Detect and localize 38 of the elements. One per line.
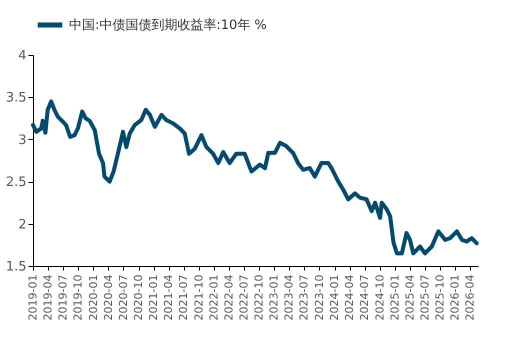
x-tick-label: 2019-01 xyxy=(26,274,40,320)
legend-label: 中国:中债国债到期收益率:10年 % xyxy=(69,17,267,33)
x-tick-label: 2023-01 xyxy=(268,274,281,320)
x-tick-label: 2022-07 xyxy=(237,274,250,320)
line-series xyxy=(31,99,479,256)
x-tick-label: 2024-04 xyxy=(343,274,356,320)
x-tick-label: 2022-10 xyxy=(252,274,266,320)
x-tick-label: 2019-04 xyxy=(41,274,54,320)
x-tick-label: 2024-07 xyxy=(358,274,372,320)
x-tick-label: 2026-04 xyxy=(464,274,477,320)
x-tick-label: 2026-01 xyxy=(448,274,462,320)
y-tick-label: 2 xyxy=(18,217,26,232)
x-tick-label: 2020-10 xyxy=(132,274,146,320)
x-tick-label: 2019-10 xyxy=(72,274,85,320)
x-tick-label: 2025-01 xyxy=(388,274,402,320)
x-tick-label: 2021-04 xyxy=(162,274,176,320)
x-tick-label: 2021-10 xyxy=(192,274,206,320)
y-tick-label: 1.5 xyxy=(6,260,26,274)
y-tick-label: 4 xyxy=(18,48,26,64)
y-tick-label: 2.5 xyxy=(6,175,26,190)
x-tick-label: 2024-10 xyxy=(373,274,386,320)
x-tick-label: 2023-04 xyxy=(282,274,296,320)
x-tick-label: 2020-01 xyxy=(86,274,100,320)
x-tick-label: 2021-07 xyxy=(177,274,190,320)
x-tick-label: 2024-01 xyxy=(328,274,342,320)
x-tick-label: 2023-07 xyxy=(298,274,311,320)
x-tick-label: 2020-07 xyxy=(116,274,130,320)
x-tick-label: 2025-10 xyxy=(434,274,447,320)
x-tick-label: 2022-01 xyxy=(207,274,220,320)
x-tick-label: 2021-01 xyxy=(147,274,160,320)
y-tick-label: 3.5 xyxy=(6,90,26,106)
x-tick-label: 2023-10 xyxy=(312,274,326,320)
y-tick-label: 3 xyxy=(18,132,26,148)
x-tick-label: 2020-04 xyxy=(102,274,115,320)
x-tick-label: 2022-04 xyxy=(222,274,236,320)
x-tick-label: 2019-07 xyxy=(56,274,70,320)
x-tick-label: 2025-04 xyxy=(403,274,416,320)
x-tick-label: 2025-07 xyxy=(418,274,432,320)
